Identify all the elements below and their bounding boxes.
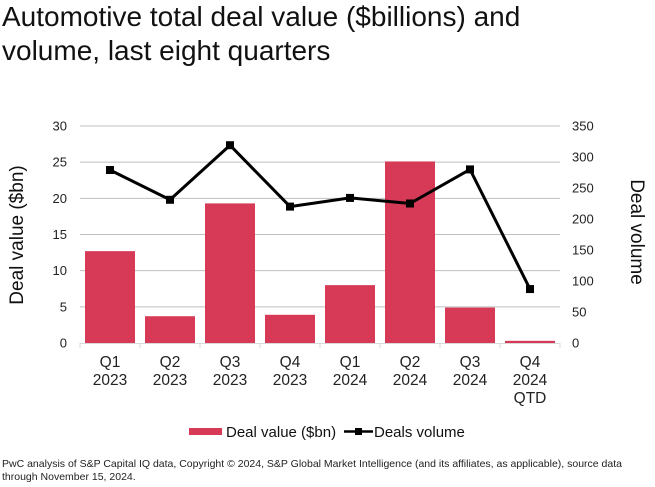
legend-label-deal-value: Deal value ($bn) (226, 424, 336, 441)
bar-deal-value (445, 307, 495, 343)
line-deals-volume (109, 143, 532, 290)
y-tick-label: 10 (53, 263, 67, 278)
x-tick-label: Q1 (100, 354, 121, 371)
line-marker (226, 141, 234, 150)
y-tick-label: 5 (60, 299, 67, 314)
legend-label-deals-volume: Deals volume (374, 424, 465, 441)
bar-deal-value (85, 251, 135, 343)
line-marker (286, 202, 294, 211)
x-tick-label: Q2 (400, 354, 421, 371)
bar-deal-value (325, 285, 375, 343)
bar-deal-value (205, 203, 255, 343)
line-marker (466, 165, 474, 174)
bar-deal-value (505, 340, 555, 343)
x-tick-label: 2023 (213, 372, 247, 389)
y2-tick-label: 250 (572, 181, 594, 196)
gridlines (80, 125, 560, 308)
bar-deal-value (385, 161, 435, 343)
source-footnote: PwC analysis of S&P Capital IQ data, Cop… (2, 458, 622, 483)
line-marker (166, 195, 174, 204)
y2-tick-label: 200 (572, 212, 594, 227)
line-marker (346, 193, 354, 202)
x-axis (79, 343, 561, 348)
y2-tick-label: 350 (572, 119, 594, 134)
x-tick-label: 2023 (153, 372, 187, 389)
y-tick-label: 15 (53, 227, 67, 242)
x-tick-label: 2024 (393, 372, 428, 389)
right-axis-ticks: 0 50 100 150 200 250 300 350 (572, 119, 594, 351)
title-line-1: Automotive total deal value ($billions) … (2, 1, 521, 32)
x-tick-label: QTD (514, 390, 547, 407)
x-tick-label: 2023 (93, 372, 127, 389)
line-marker (106, 166, 114, 175)
y-tick-label: 25 (53, 155, 67, 170)
x-tick-label: 2024 (453, 372, 488, 389)
line-series (106, 141, 534, 294)
title-line-2: volume, last eight quarters (2, 35, 331, 66)
bar-deal-value (265, 314, 315, 343)
line-marker (406, 199, 414, 208)
x-axis-labels: Q12023Q22023Q32023Q42023Q12024Q22024Q320… (93, 354, 548, 407)
x-tick-label: Q4 (280, 354, 301, 371)
y2-axis-label: Deal volume (626, 179, 647, 285)
y-tick-label: 0 (60, 336, 67, 351)
x-tick-label: Q1 (340, 354, 361, 371)
bar-deal-value (145, 316, 195, 343)
bars (85, 161, 555, 343)
x-tick-label: Q3 (220, 354, 241, 371)
x-tick-label: 2023 (273, 372, 307, 389)
x-tick-label: Q3 (460, 354, 481, 371)
x-tick-label: Q2 (160, 354, 181, 371)
y-axis-label: Deal value ($bn) (7, 165, 28, 304)
y2-tick-label: 300 (572, 150, 594, 165)
chart-title: Automotive total deal value ($billions) … (2, 0, 520, 68)
y-tick-label: 30 (53, 119, 67, 134)
line-marker (526, 285, 534, 294)
x-tick-label: Q4 (520, 354, 541, 371)
x-tick-label: 2024 (513, 372, 548, 389)
y2-tick-label: 100 (572, 274, 594, 289)
y2-tick-label: 150 (572, 243, 594, 258)
y2-tick-label: 50 (572, 305, 586, 320)
y-tick-label: 20 (53, 191, 67, 206)
legend-swatch-deal-value (189, 428, 222, 435)
legend: Deal value ($bn) Deals volume (189, 424, 465, 441)
y2-tick-label: 0 (572, 336, 579, 351)
legend-marker (355, 428, 362, 435)
left-axis-ticks: 0 5 10 15 20 25 30 (53, 119, 67, 351)
x-tick-label: 2024 (333, 372, 368, 389)
